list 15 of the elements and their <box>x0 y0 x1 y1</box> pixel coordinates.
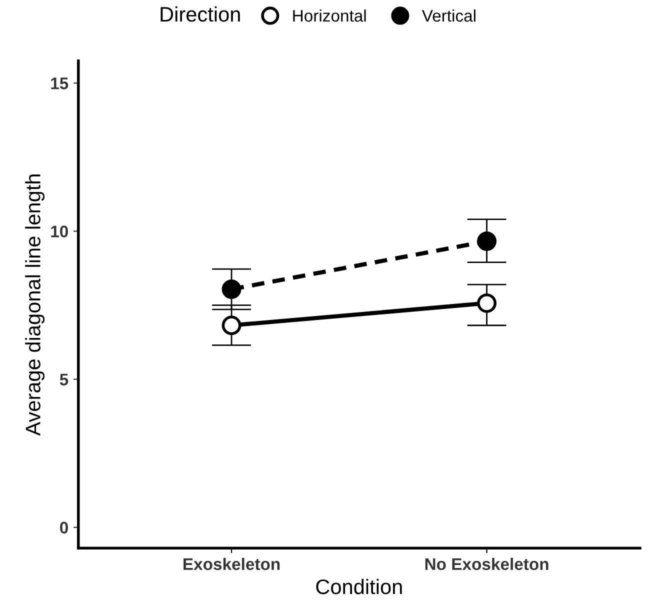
legend-label: Vertical <box>422 9 476 22</box>
x-tick-label: Exoskeleton <box>184 558 280 570</box>
x-axis-title: Condition <box>316 578 402 594</box>
x-tick-label: No Exoskeleton <box>425 558 548 570</box>
y-tick-label: 10 <box>51 226 68 238</box>
y-tick-label: 0 <box>60 522 68 534</box>
point <box>222 316 242 336</box>
y-axis-title: Average diagonal line length <box>25 174 45 436</box>
y-tick-label: 5 <box>60 374 68 386</box>
legend-title: Direction <box>160 6 240 22</box>
y-tick-label: 15 <box>51 78 68 90</box>
point <box>222 280 242 299</box>
legend-label: Horizontal <box>293 9 366 22</box>
point <box>477 232 497 251</box>
point <box>477 293 497 313</box>
